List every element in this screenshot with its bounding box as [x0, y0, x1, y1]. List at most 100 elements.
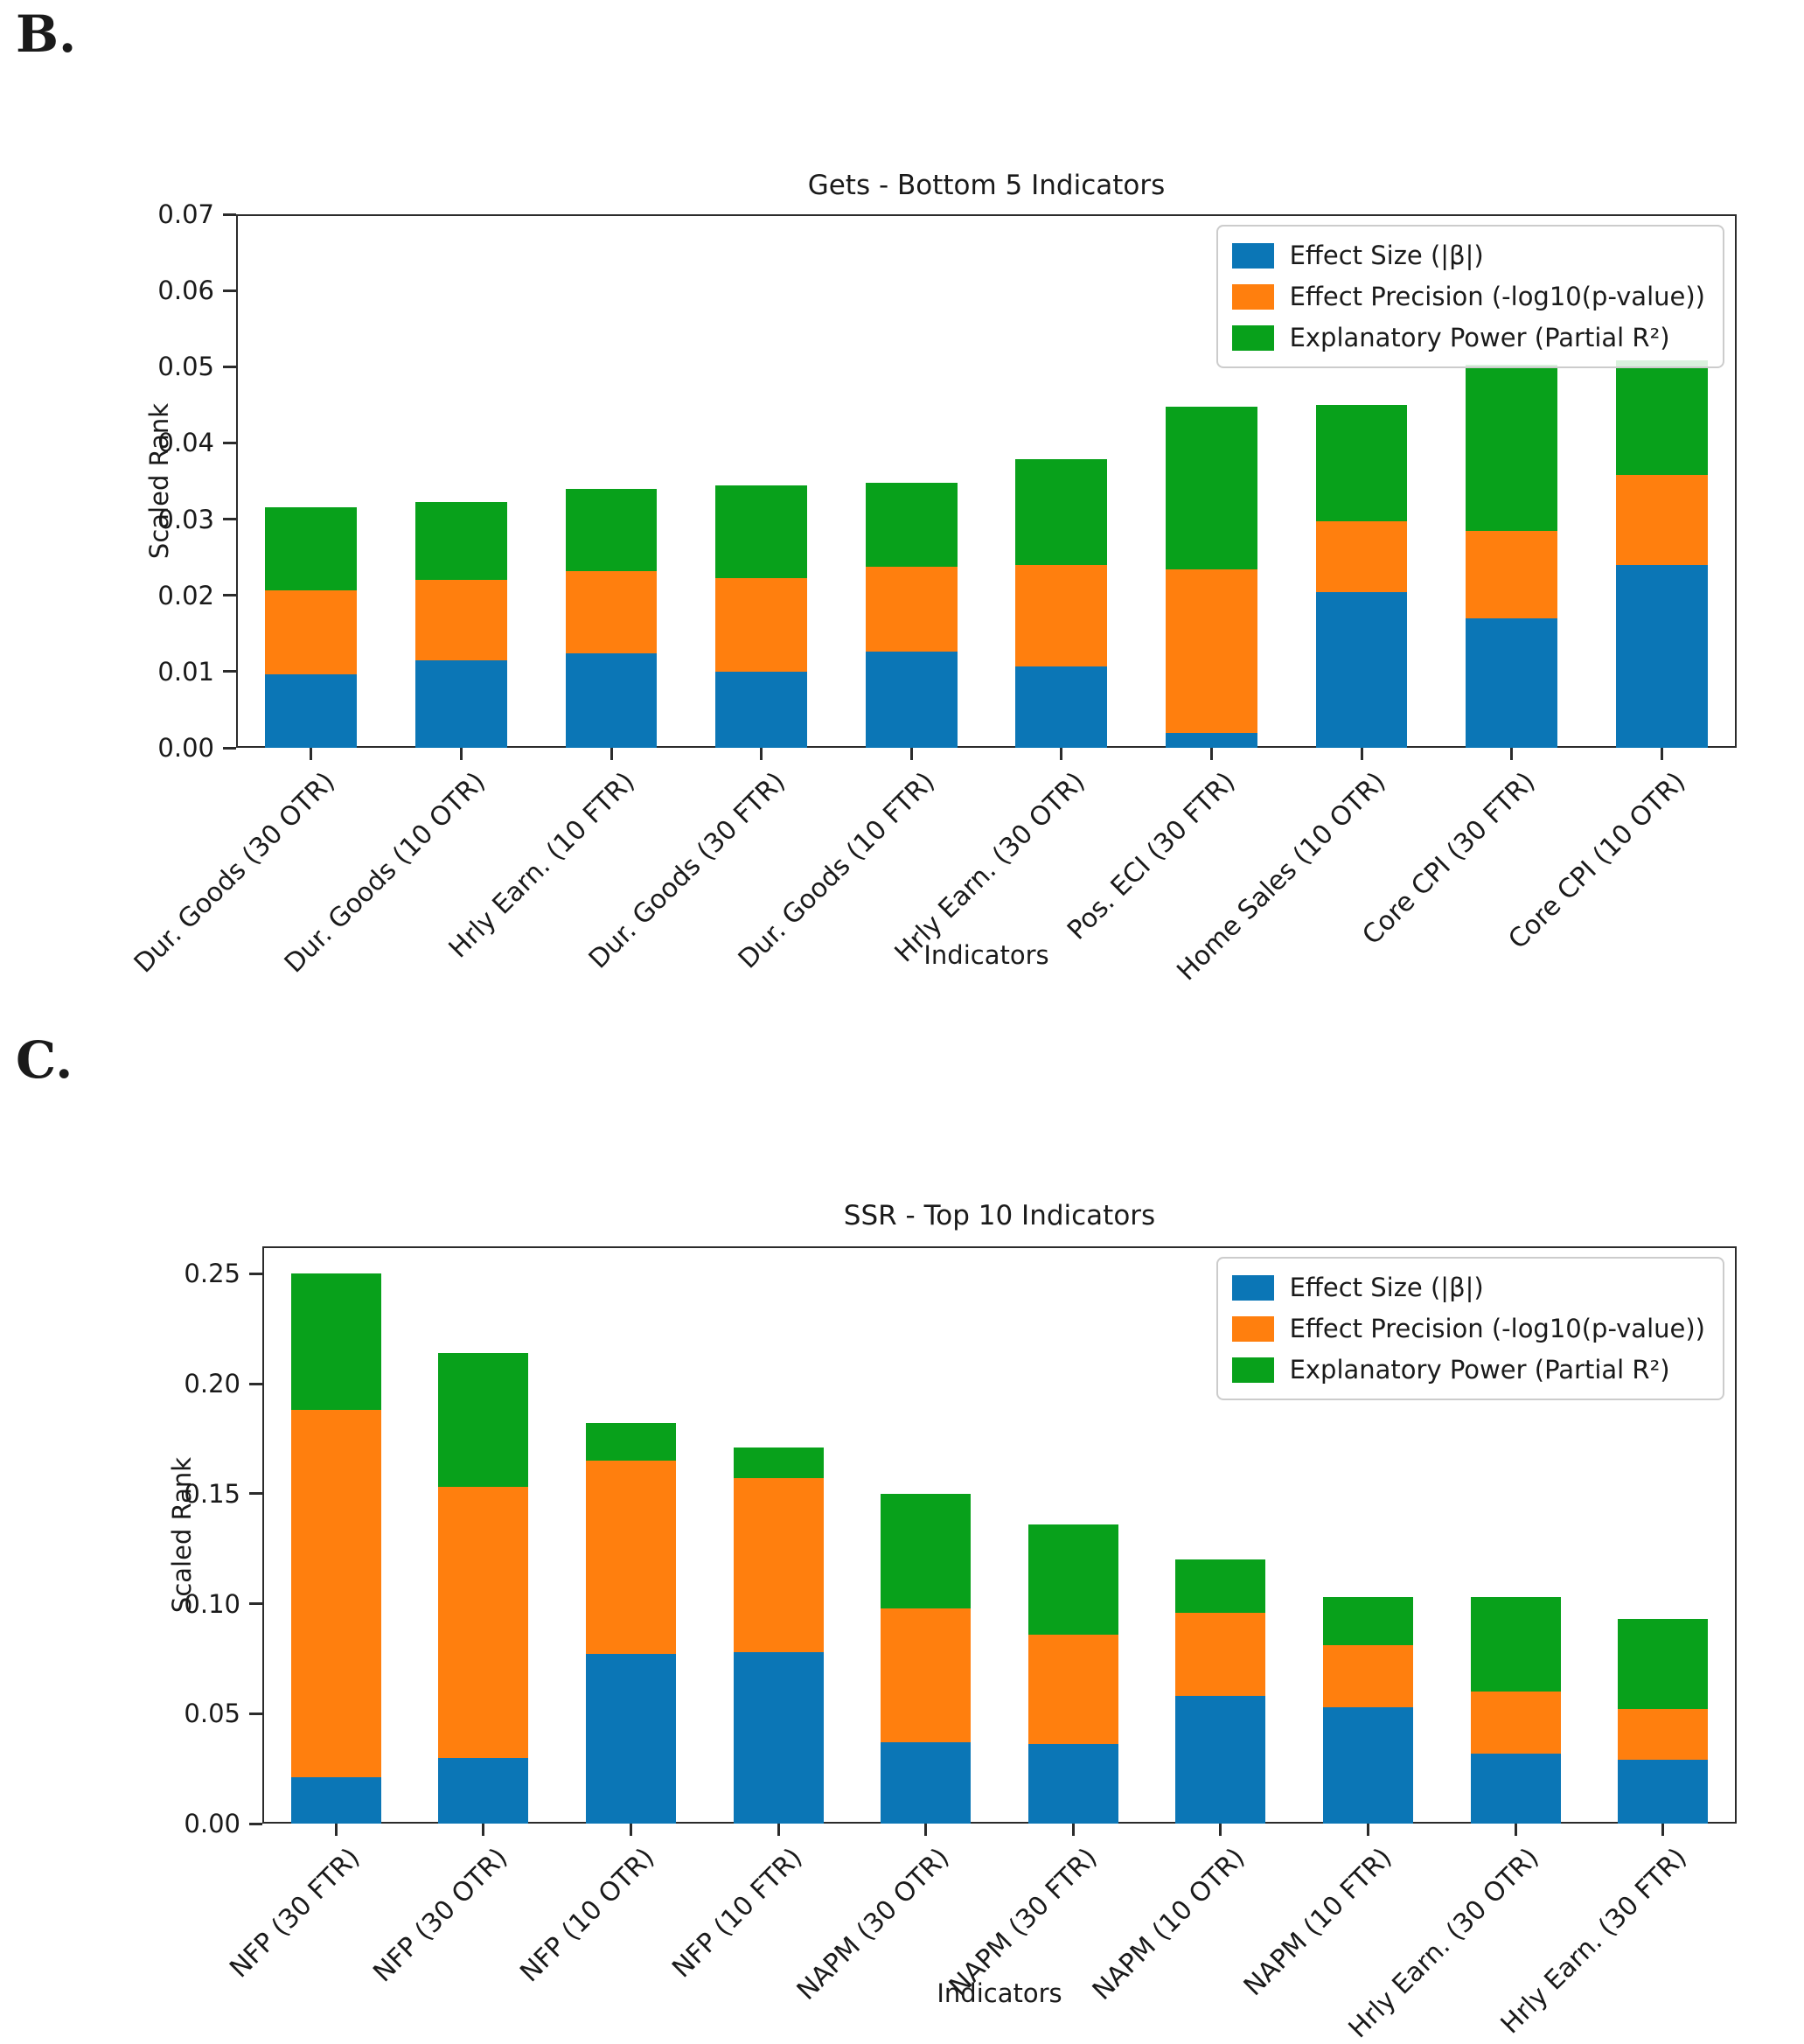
bar-segment [1323, 1597, 1413, 1646]
bar-segment [1466, 617, 1557, 748]
x-axis-label: Indicators [923, 940, 1049, 970]
bar-segment [1470, 1597, 1561, 1692]
y-tick-mark [249, 1492, 262, 1496]
x-category-label: NFP (10 OTR) [514, 1842, 661, 1989]
panel-label-b: B. [16, 4, 77, 64]
legend-item: Effect Size (|β|) [1231, 239, 1705, 272]
x-tick-mark [1514, 1824, 1517, 1836]
legend-swatch [1231, 283, 1274, 310]
x-tick-mark [777, 1824, 780, 1836]
bar-segment [1175, 1559, 1266, 1613]
y-tick-mark [223, 289, 236, 292]
x-category-label: NFP (10 FTR) [665, 1842, 809, 1985]
y-tick-mark [223, 746, 236, 750]
x-tick-mark [1660, 748, 1663, 760]
bar-segment [1166, 407, 1257, 570]
x-tick-mark [459, 748, 463, 760]
legend-item: Effect Precision (-log10(p-value)) [1231, 280, 1705, 313]
bar-segment [290, 1410, 381, 1778]
x-tick-mark [1367, 1824, 1369, 1836]
bar-segment [1015, 666, 1108, 748]
bar-segment [290, 1273, 381, 1411]
bar-segment [715, 485, 807, 578]
bar-segment [1618, 1709, 1709, 1761]
y-tick-label: 0.00 [157, 733, 214, 763]
y-tick-mark [223, 518, 236, 521]
bar-segment [565, 652, 658, 748]
bar-segment [265, 590, 358, 675]
bar-segment [1166, 732, 1257, 748]
y-tick-mark [249, 1712, 262, 1715]
bar-segment [1166, 569, 1257, 733]
bar-segment [1027, 1744, 1118, 1824]
legend-item: Effect Size (|β|) [1231, 1271, 1705, 1304]
y-tick-label: 0.05 [157, 352, 214, 382]
legend-item: Explanatory Power (Partial R²) [1231, 321, 1705, 354]
x-tick-mark [1209, 748, 1213, 760]
bar-segment [1015, 564, 1108, 666]
legend-swatch [1231, 324, 1274, 351]
y-tick-mark [249, 1272, 262, 1275]
bar-segment [1027, 1634, 1118, 1745]
bar-segment [1470, 1692, 1561, 1754]
y-tick-label: 0.07 [157, 199, 214, 229]
bar-segment [1466, 364, 1557, 531]
x-tick-mark [630, 1824, 632, 1836]
x-category-label: NFP (30 OTR) [366, 1842, 513, 1989]
legend-label: Effect Precision (-log10(p-value)) [1289, 282, 1705, 311]
x-tick-mark [1060, 748, 1063, 760]
bar-segment [881, 1741, 972, 1824]
y-tick-label: 0.01 [157, 656, 214, 687]
bar-segment [438, 1352, 529, 1488]
bar-segment [715, 577, 807, 672]
bar-segment [415, 502, 507, 581]
chart-title: SSR - Top 10 Indicators [843, 1200, 1156, 1231]
bar-segment [865, 566, 958, 652]
legend-label: Effect Size (|β|) [1289, 241, 1484, 270]
bar-segment [881, 1493, 972, 1608]
y-tick-label: 0.15 [184, 1478, 240, 1509]
bar-segment [1618, 1760, 1709, 1824]
y-tick-mark [249, 1382, 262, 1385]
bar-segment [565, 488, 658, 571]
bar-segment [1027, 1524, 1118, 1635]
y-tick-mark [223, 441, 236, 444]
bar-segment [290, 1777, 381, 1824]
x-category-label: NFP (30 FTR) [224, 1842, 366, 1985]
bar-segment [265, 674, 358, 748]
y-tick-label: 0.02 [157, 580, 214, 610]
bar-segment [415, 580, 507, 660]
bar-segment [1618, 1619, 1709, 1710]
bar-segment [1466, 530, 1557, 618]
legend-label: Effect Size (|β|) [1289, 1273, 1484, 1302]
bar-segment [865, 652, 958, 748]
x-tick-mark [310, 748, 313, 760]
bar-segment [1315, 521, 1408, 593]
y-axis-label: Scaled Rank [167, 1456, 197, 1614]
chart-title: Gets - Bottom 5 Indicators [807, 170, 1166, 201]
bar-segment [1315, 404, 1408, 522]
y-tick-mark [249, 1822, 262, 1825]
bar-segment [1615, 475, 1708, 565]
bar-segment [1323, 1645, 1413, 1707]
bar-segment [865, 482, 958, 567]
legend: Effect Size (|β|) Effect Precision (-log1… [1215, 225, 1724, 368]
legend-item: Effect Precision (-log10(p-value)) [1231, 1312, 1705, 1345]
legend-swatch [1231, 242, 1274, 269]
bar-segment [733, 1448, 824, 1479]
x-tick-mark [482, 1824, 485, 1836]
legend-swatch [1231, 1357, 1274, 1383]
panel-label-c: C. [16, 1030, 73, 1090]
legend-label: Explanatory Power (Partial R²) [1289, 1355, 1670, 1385]
bar-segment [415, 659, 507, 748]
y-tick-mark [223, 594, 236, 597]
bar-segment [586, 1461, 676, 1655]
legend-swatch [1231, 1315, 1274, 1342]
bar-segment [586, 1654, 676, 1824]
y-tick-mark [249, 1602, 262, 1606]
bar-segment [438, 1487, 529, 1758]
bar-segment [1470, 1753, 1561, 1824]
